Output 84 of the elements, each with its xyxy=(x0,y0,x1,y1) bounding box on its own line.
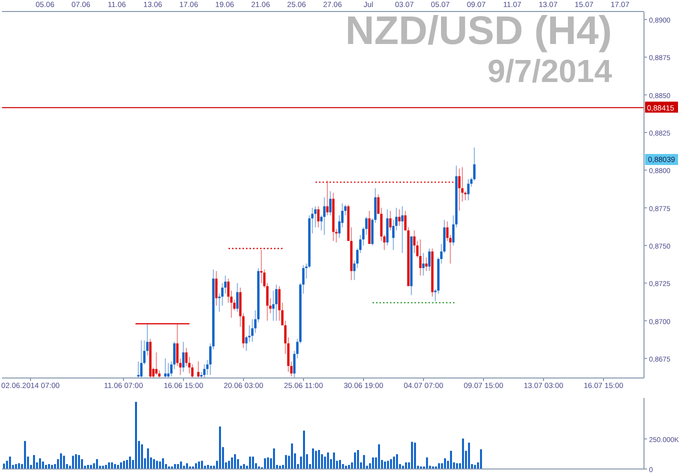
bar xyxy=(267,457,269,469)
bar xyxy=(393,456,395,469)
bar xyxy=(414,442,416,469)
bar xyxy=(153,459,155,469)
bar xyxy=(315,450,317,469)
bar xyxy=(195,463,197,469)
bar xyxy=(468,442,470,469)
bar xyxy=(39,458,41,469)
bar xyxy=(198,462,200,469)
bar xyxy=(411,442,413,469)
bar xyxy=(243,464,245,469)
bar xyxy=(264,458,266,469)
bar xyxy=(372,457,374,469)
bar xyxy=(396,454,398,469)
bar xyxy=(252,456,254,469)
bar xyxy=(318,450,320,469)
bar xyxy=(339,460,341,469)
bar xyxy=(285,455,287,469)
bar xyxy=(180,462,182,469)
bar xyxy=(141,444,143,469)
bar xyxy=(201,460,203,469)
bar xyxy=(24,440,26,469)
bar xyxy=(120,462,122,469)
bar xyxy=(18,463,20,469)
bar xyxy=(291,443,293,469)
bar xyxy=(324,456,326,469)
bar xyxy=(159,462,161,469)
bar xyxy=(9,456,11,469)
bar xyxy=(111,462,113,469)
bar xyxy=(15,464,17,469)
bar xyxy=(177,464,179,469)
bar xyxy=(333,452,335,469)
bar xyxy=(174,464,176,469)
bar xyxy=(405,462,407,469)
text: 9/7/2014 xyxy=(487,53,612,89)
bar xyxy=(354,452,356,469)
bar xyxy=(327,452,329,469)
bar xyxy=(342,464,344,469)
bar xyxy=(384,462,386,469)
bar xyxy=(312,448,314,469)
bar xyxy=(234,454,236,469)
bar xyxy=(450,450,452,469)
bar xyxy=(129,456,131,469)
bar xyxy=(3,464,5,469)
bar xyxy=(387,460,389,469)
bar xyxy=(378,444,380,469)
bar xyxy=(426,457,428,469)
bar xyxy=(60,453,62,469)
bar xyxy=(48,464,50,469)
bar xyxy=(156,460,158,469)
bar xyxy=(462,438,464,469)
bar xyxy=(303,430,305,469)
bar xyxy=(81,459,83,469)
bar xyxy=(96,459,98,469)
bar xyxy=(390,459,392,469)
bar xyxy=(357,450,359,469)
chart-title: NZD/USD (H4) xyxy=(345,9,612,53)
bar xyxy=(33,455,35,469)
bar xyxy=(108,462,110,469)
bar xyxy=(93,463,95,469)
bar xyxy=(228,460,230,469)
bar xyxy=(114,464,116,469)
bar xyxy=(273,448,275,469)
bar xyxy=(456,463,458,469)
bar xyxy=(321,454,323,469)
bar xyxy=(42,462,44,469)
bar xyxy=(75,454,77,469)
bar xyxy=(72,456,74,469)
bar xyxy=(480,449,482,469)
bar xyxy=(123,460,125,469)
bar xyxy=(438,463,440,469)
bar xyxy=(444,458,446,469)
bar xyxy=(186,463,188,469)
bar xyxy=(63,456,65,469)
bar xyxy=(162,458,164,469)
bar xyxy=(135,402,137,469)
bar xyxy=(78,455,80,469)
bar xyxy=(126,460,128,469)
bar xyxy=(219,426,221,469)
bar xyxy=(6,460,8,469)
bar xyxy=(363,455,365,469)
bar xyxy=(231,457,233,469)
bar xyxy=(249,456,251,469)
bar xyxy=(147,448,149,469)
